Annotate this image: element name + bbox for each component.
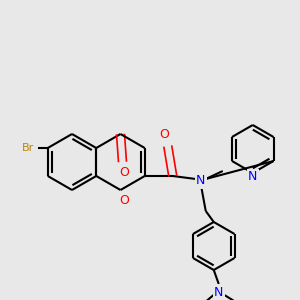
Text: N: N bbox=[196, 175, 206, 188]
Text: Br: Br bbox=[22, 143, 34, 153]
Text: O: O bbox=[159, 128, 169, 142]
Text: O: O bbox=[120, 166, 129, 178]
Text: O: O bbox=[120, 194, 129, 206]
Text: N: N bbox=[214, 286, 224, 298]
Text: N: N bbox=[248, 170, 257, 184]
